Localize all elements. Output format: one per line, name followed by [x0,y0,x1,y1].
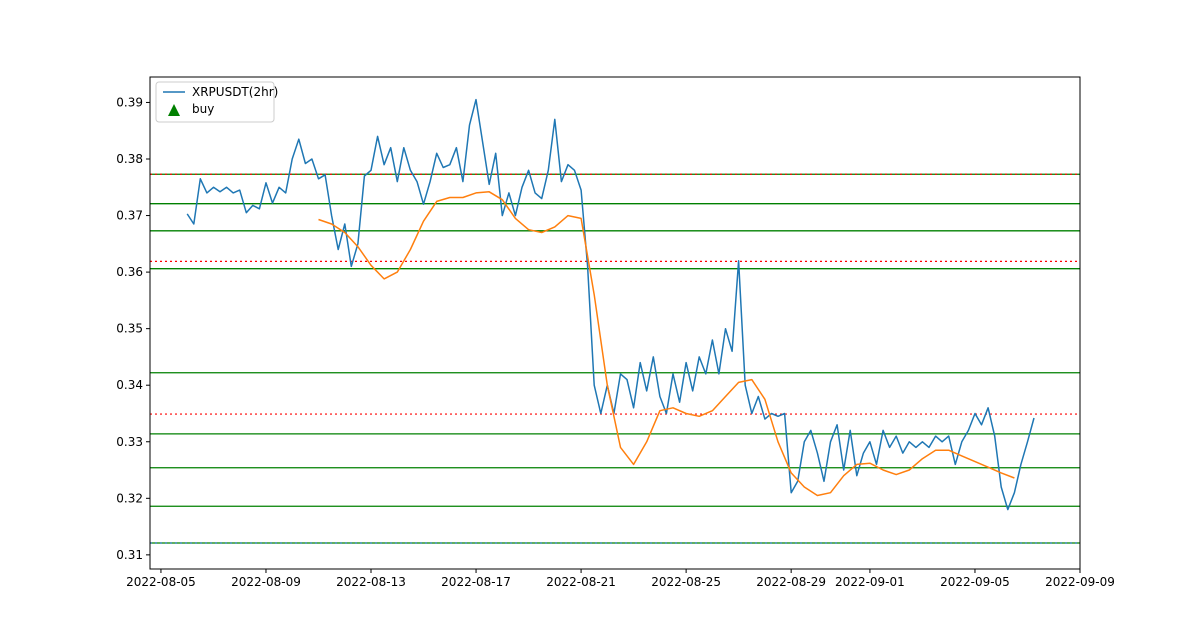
y-tick-label: 0.37 [116,209,143,223]
y-axis: 0.31 0.32 0.33 0.34 0.35 0.36 0.37 0.38 0.39 [116,95,150,562]
plot-frame [149,76,1081,570]
x-tick-label: 2022-08-29 [756,575,826,589]
horizontal-lines [150,173,1080,544]
x-axis: 2022-08-05 2022-08-09 2022-08-13 2022-08-17… [126,569,1115,589]
x-tick-label: 2022-08-25 [651,575,721,589]
x-tick-label: 2022-09-05 [940,575,1010,589]
legend-label-price: XRPUSDT(2hr) [192,85,278,99]
x-tick-label: 2022-08-09 [231,575,301,589]
x-tick-label: 2022-08-17 [441,575,511,589]
x-tick-label: 2022-09-09 [1045,575,1115,589]
smoothed-line [318,191,1015,497]
x-tick-label: 2022-08-05 [126,575,196,589]
x-tick-label: 2022-08-21 [546,575,616,589]
series-group [186,98,1035,511]
legend-label-buy: buy [192,102,214,116]
y-tick-label: 0.33 [116,435,143,449]
legend-triangle-icon [168,104,180,116]
x-tick-label: 2022-09-01 [835,575,905,589]
y-tick-label: 0.35 [116,322,143,336]
plot-area [150,77,1080,569]
y-tick-label: 0.39 [116,95,143,109]
legend-box [155,81,275,123]
x-tick-label: 2022-08-13 [336,575,406,589]
legend: XRPUSDT(2hr) buy [155,81,278,123]
y-tick-label: 0.32 [116,491,143,505]
y-tick-label: 0.34 [116,378,143,392]
y-tick-label: 0.38 [116,152,143,166]
y-tick-label: 0.31 [116,548,143,562]
y-tick-label: 0.36 [116,265,143,279]
